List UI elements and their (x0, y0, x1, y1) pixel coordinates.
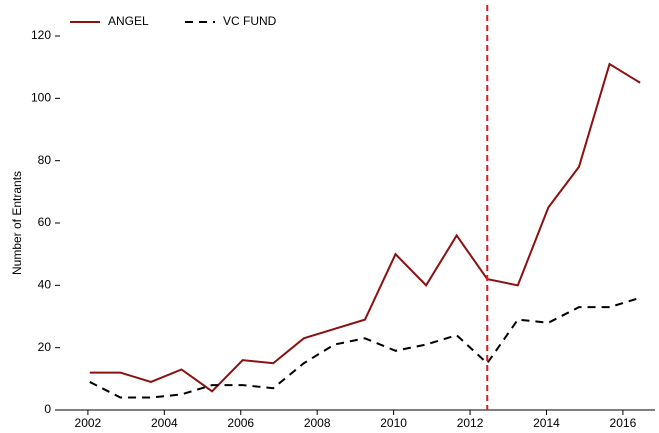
legend-label: VC FUND (223, 14, 277, 28)
y-tick-label: 80 (38, 153, 52, 167)
x-tick-label: 2016 (610, 416, 637, 430)
y-tick-label: 60 (38, 215, 52, 229)
series-line (89, 296, 641, 399)
y-axis-label: Number of Entrants (10, 171, 24, 275)
x-tick-label: 2014 (533, 416, 560, 430)
y-tick-label: 40 (38, 278, 52, 292)
y-tick-label: 0 (44, 402, 51, 416)
series-line (89, 62, 641, 393)
legend-label: ANGEL (108, 14, 149, 28)
x-tick-label: 2008 (304, 416, 331, 430)
y-tick-label: 120 (31, 28, 51, 42)
x-tick-label: 2004 (151, 416, 178, 430)
y-tick-label: 100 (31, 91, 51, 105)
x-tick-label: 2012 (457, 416, 484, 430)
x-tick-label: 2010 (380, 416, 407, 430)
x-tick-label: 2002 (75, 416, 102, 430)
x-tick-label: 2006 (227, 416, 254, 430)
y-tick-label: 20 (38, 340, 52, 354)
